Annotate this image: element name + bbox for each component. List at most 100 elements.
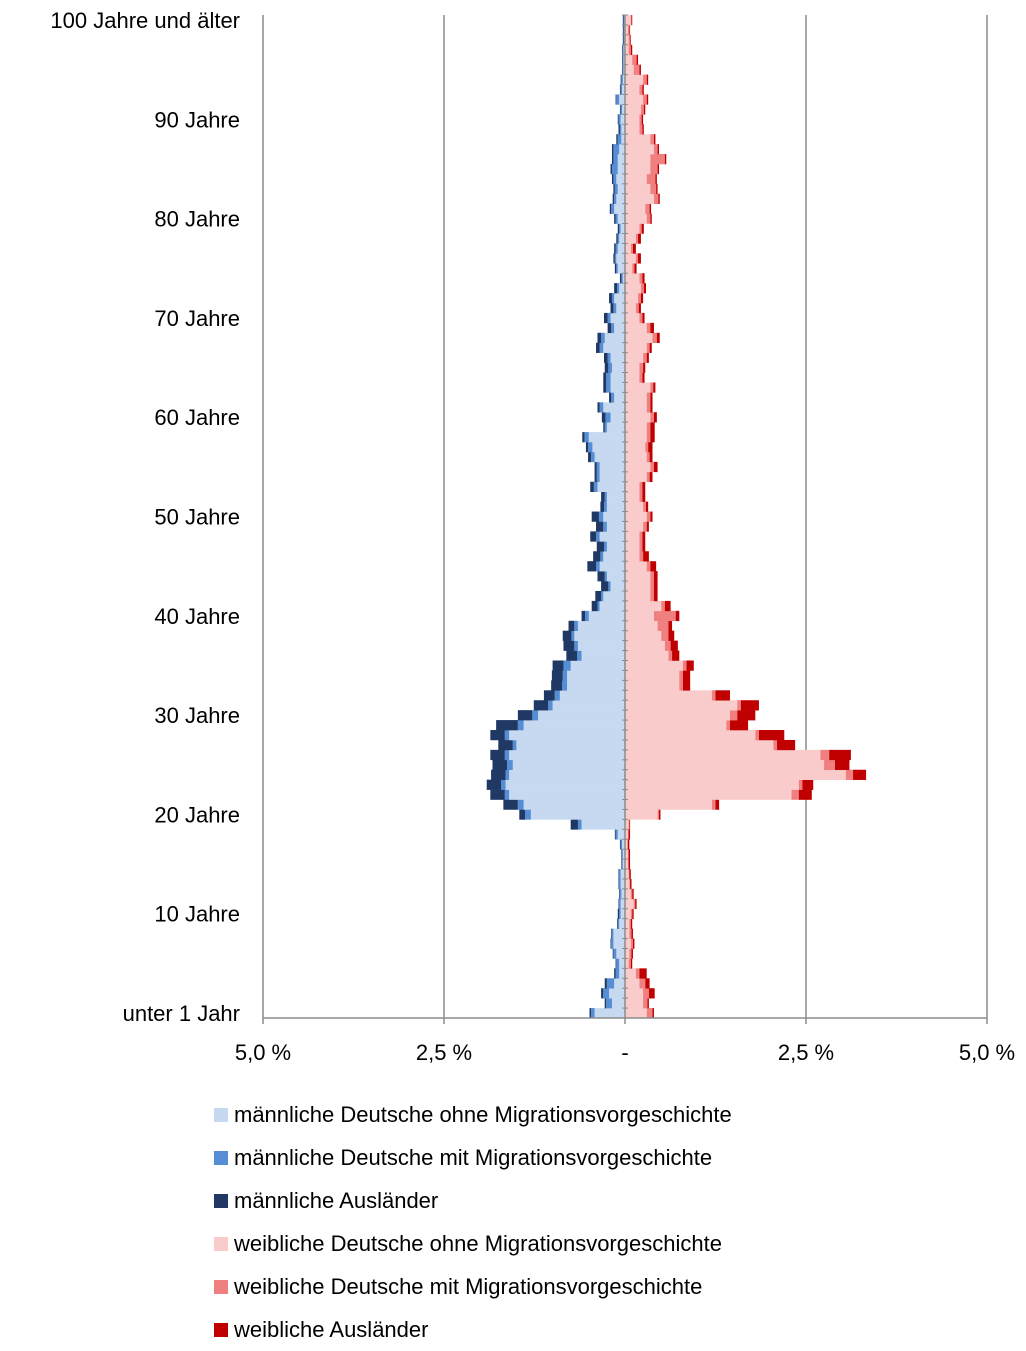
bar-male-segment xyxy=(615,958,617,969)
bar-female-segment xyxy=(625,213,647,224)
bar-female-segment xyxy=(625,650,669,661)
bar-male-segment xyxy=(620,223,625,234)
bar-male-segment xyxy=(614,283,618,294)
bar-female-segment xyxy=(625,849,628,860)
bar-female-segment xyxy=(640,104,644,115)
legend-label: weibliche Deutsche ohne Migrationsvorges… xyxy=(234,1230,722,1256)
bar-male-segment xyxy=(616,302,625,314)
bar-male-segment xyxy=(613,928,625,939)
bar-female-segment xyxy=(661,600,665,612)
bar-male-segment xyxy=(603,342,625,353)
bar-male-segment xyxy=(606,382,611,393)
bar-male-segment xyxy=(613,938,625,949)
bar-female-segment xyxy=(625,511,647,522)
bar-female-segment xyxy=(628,44,631,56)
bar-male-segment xyxy=(617,243,625,254)
bar-male-segment xyxy=(523,720,625,731)
bar-female-segment xyxy=(625,24,628,36)
bar-male-segment xyxy=(611,928,614,939)
bar-female-segment xyxy=(638,293,641,304)
population-pyramid-chart: 5,0 % 2,5 % - 2,5 % 5,0 % unter 1 Jahr 10 Jahr… xyxy=(50,8,1015,1065)
bar-male-segment xyxy=(517,799,524,810)
bar-female-segment xyxy=(711,690,716,701)
bar-male-segment xyxy=(622,64,623,75)
bar-male-segment xyxy=(606,521,625,532)
bar-male-segment xyxy=(606,978,615,989)
bar-female-segment xyxy=(646,451,650,463)
bar-female-segment xyxy=(643,352,647,363)
bar-male-segment xyxy=(613,253,615,264)
bar-male-segment xyxy=(593,481,598,492)
bar-female-segment xyxy=(640,293,644,304)
bar-female-segment xyxy=(798,779,803,790)
bar-male-segment xyxy=(611,938,614,949)
bar-female-segment xyxy=(625,660,683,671)
bar-male-segment xyxy=(611,928,612,939)
bar-female-segment xyxy=(711,799,716,810)
bar-male-segment xyxy=(591,511,599,522)
bar-female-segment xyxy=(682,670,691,681)
bar-female-segment xyxy=(625,283,641,294)
bar-female-segment xyxy=(661,630,669,641)
bar-male-segment xyxy=(606,541,625,552)
bar-female-segment xyxy=(643,998,648,1009)
bar-male-segment xyxy=(577,620,625,632)
bar-female-segment xyxy=(657,620,669,632)
bar-female-segment xyxy=(629,869,631,880)
bar-male-segment xyxy=(599,342,604,353)
bar-male-segment xyxy=(603,372,607,383)
legend-swatch-5 xyxy=(214,1322,228,1337)
legend-item: männliche Deutsche ohne Migrationsvorges… xyxy=(214,1093,732,1136)
bar-male-segment xyxy=(617,114,619,125)
bar-male-segment xyxy=(614,392,625,403)
bar-female-segment xyxy=(664,154,667,165)
bar-female-segment xyxy=(639,114,642,125)
bar-male-segment xyxy=(604,312,608,324)
bar-female-segment xyxy=(632,54,637,65)
bar-female-segment xyxy=(625,74,644,85)
bar-female-segment xyxy=(653,590,658,602)
bar-female-segment xyxy=(646,213,651,224)
bar-male-segment xyxy=(604,998,607,1009)
bar-female-segment xyxy=(625,412,651,423)
bar-female-segment xyxy=(625,531,640,542)
x-tick-label: 5,0 % xyxy=(235,1040,291,1065)
bar-male-segment xyxy=(622,64,624,75)
bar-male-segment xyxy=(619,104,621,115)
bar-female-segment xyxy=(653,134,656,145)
bar-female-segment xyxy=(625,829,628,840)
bar-female-segment xyxy=(625,402,647,413)
bar-female-segment xyxy=(646,422,651,433)
bar-male-segment xyxy=(567,670,625,681)
bar-female-segment xyxy=(650,392,653,403)
bar-male-segment xyxy=(614,203,625,214)
bar-male-segment xyxy=(525,809,531,820)
bar-male-segment xyxy=(601,988,604,999)
bar-female-segment xyxy=(646,432,651,443)
bar-male-segment xyxy=(622,44,624,56)
bar-male-segment xyxy=(609,203,612,214)
bar-female-segment xyxy=(642,481,646,492)
bar-male-segment xyxy=(516,739,625,751)
bar-male-segment xyxy=(590,481,594,492)
bar-male-segment xyxy=(613,302,617,314)
bar-female-segment xyxy=(628,34,631,46)
bar-female-segment xyxy=(625,859,628,870)
bar-female-segment xyxy=(658,193,660,204)
bar-male-segment xyxy=(543,690,555,701)
bar-male-segment xyxy=(616,253,625,264)
bar-female-segment xyxy=(625,680,680,691)
bar-female-segment xyxy=(625,600,662,612)
bar-female-segment xyxy=(631,15,633,26)
bar-male-segment xyxy=(563,660,571,671)
bar-male-segment xyxy=(621,849,623,860)
bar-female-segment xyxy=(653,144,658,155)
bar-male-segment xyxy=(614,293,625,304)
bar-male-segment xyxy=(596,561,600,572)
bar-female-segment xyxy=(729,720,749,731)
bar-male-segment xyxy=(610,302,614,314)
bar-female-segment xyxy=(643,362,646,373)
bar-male-segment xyxy=(610,372,625,383)
bar-female-segment xyxy=(646,1008,653,1019)
bar-male-segment xyxy=(613,173,617,185)
